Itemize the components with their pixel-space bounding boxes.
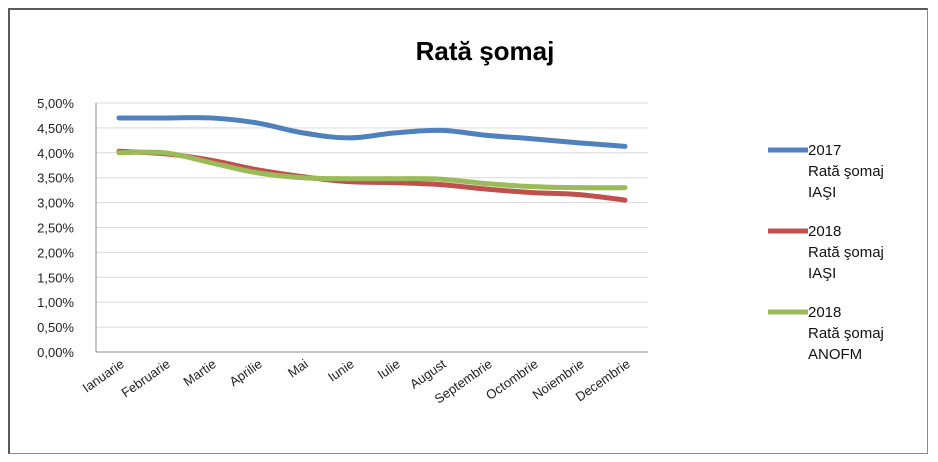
y-tick-label: 5,00% [37, 96, 74, 111]
legend-label: ANOFM [808, 346, 862, 363]
y-tick-label: 4,50% [37, 121, 74, 136]
gridlines [95, 102, 648, 353]
x-tick-label: Iulie [375, 356, 403, 382]
series-line-3 [116, 149, 628, 191]
y-tick-label: 0,00% [37, 345, 74, 360]
x-tick-label: Martie [181, 356, 219, 389]
legend-label: 2018 [808, 304, 841, 321]
x-tick-label: Octombrie [483, 356, 541, 403]
legend-label: Rată şomaj [808, 325, 884, 342]
series-line-1 [116, 115, 628, 149]
x-tick-label: Februarie [119, 356, 173, 400]
y-tick-label: 3,00% [37, 196, 74, 211]
y-tick-label: 2,50% [37, 221, 74, 236]
y-tick-label: 1,50% [37, 270, 74, 285]
series-lines [116, 115, 628, 203]
chart-title: Rată şomaj [415, 36, 555, 66]
legend-label: IAŞI [808, 265, 836, 282]
y-tick-label: 1,00% [37, 295, 74, 310]
y-axis-ticks: 0,00% 0,50% 1,00% 1,50% 2,00% 2,50% 3,00% 3,50%… [37, 96, 74, 360]
y-tick-label: 0,50% [37, 320, 74, 335]
x-tick-label: Mai [285, 356, 311, 380]
legend: 2017 Rată şomaj IAŞI 2018 Rată şomaj IAŞI 2018… [768, 142, 884, 363]
y-tick-label: 4,00% [37, 146, 74, 161]
y-tick-label: 3,50% [37, 171, 74, 186]
x-tick-label: Aprilie [227, 356, 265, 389]
legend-label: 2017 [808, 142, 841, 159]
legend-label: IAŞI [808, 184, 836, 201]
legend-label: Rată şomaj [808, 163, 884, 180]
legend-label: 2018 [808, 223, 841, 240]
legend-label: Rată şomaj [808, 244, 884, 261]
y-tick-label: 2,00% [37, 245, 74, 260]
x-tick-label: Iunie [325, 356, 357, 384]
